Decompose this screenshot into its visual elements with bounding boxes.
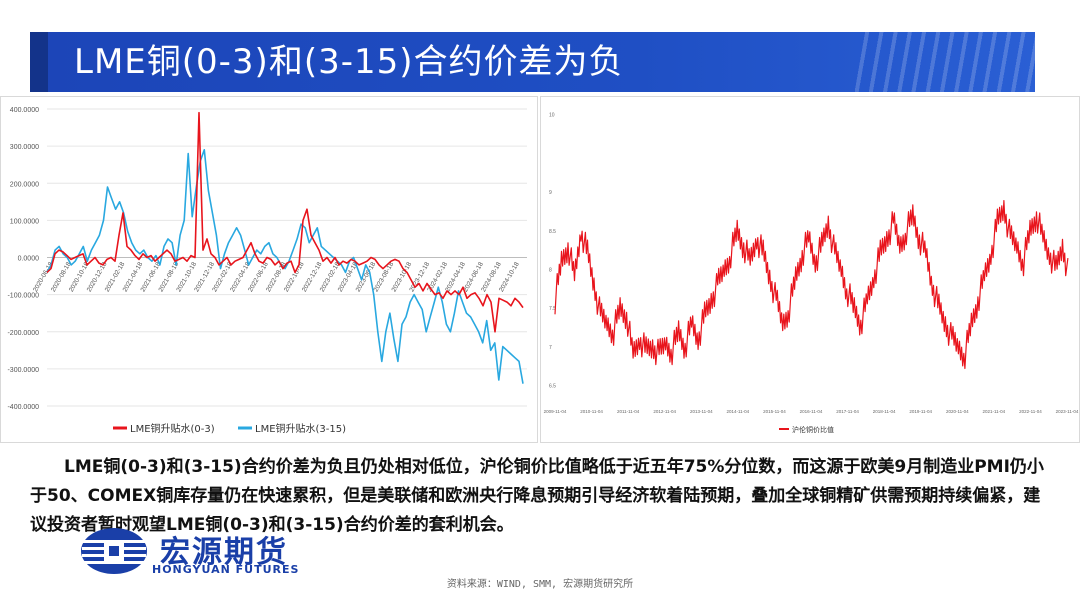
data-source: 资料来源：WIND, SMM, 宏源期货研究所 — [446, 579, 634, 590]
x-tick-label: 2016-11-04 — [800, 409, 823, 414]
y-tick-label: 7 — [549, 345, 552, 351]
y-tick-label: 400.0000 — [10, 107, 39, 114]
y-tick-label: 10 — [549, 113, 555, 119]
analysis-text: LME铜(0-3)和(3-15)合约价差为负且仍处相对低位，沪伦铜价比值略低于近… — [30, 457, 1044, 535]
x-tick-label: 2010-11-04 — [580, 409, 603, 414]
title-banner: LME铜(0-3)和(3-15)合约价差为负 — [30, 28, 1035, 96]
x-tick-label: 2018-11-04 — [873, 409, 896, 414]
x-tick-label: 2019-11-04 — [909, 409, 932, 414]
x-tick-label: 2015-11-04 — [763, 409, 786, 414]
y-tick-label: -300.0000 — [7, 367, 39, 374]
x-tick-label: 2023-11-04 — [1056, 409, 1079, 414]
y-tick-label: -200.0000 — [7, 330, 39, 337]
shfe-lme-ratio-chart: 10 9 8.5 8 7.5 7 6.5 2009-11-04 2010-11-04 2011-1… — [544, 113, 1079, 434]
x-tick-label: 2014-11-04 — [727, 409, 750, 414]
x-tick-label: 2022-11-04 — [1019, 409, 1042, 414]
series-line-0 — [46, 111, 524, 333]
title-background — [48, 32, 1035, 92]
logo-name-en: HONGYUAN FUTURES — [152, 563, 300, 576]
series-line-ratio — [554, 199, 1069, 370]
series-line-1 — [46, 148, 524, 384]
y-tick-label: 200.0000 — [10, 181, 39, 188]
lme-spread-chart: 400.0000 300.0000 200.0000 100.0000 0.0000 -1… — [7, 107, 527, 435]
logo-name-cn: 宏源期货 — [160, 535, 288, 570]
x-tick-label: 2017-11-04 — [836, 409, 859, 414]
y-tick-label: 300.0000 — [10, 144, 39, 151]
logo-icon — [81, 528, 147, 574]
company-logo: 宏源期货 HONGYUAN FUTURES — [80, 527, 310, 576]
x-tick-label: 2013-11-04 — [690, 409, 713, 414]
x-tick-label: 2021-11-04 — [983, 409, 1006, 414]
y-tick-label: 9 — [549, 190, 552, 196]
x-tick-label: 2012-11-04 — [653, 409, 676, 414]
y-tick-label: 8.5 — [549, 229, 556, 235]
shfe-lme-ratio-chart-panel: 10 9 8.5 8 7.5 7 6.5 2009-11-04 2010-11-04 2011-1… — [540, 96, 1080, 443]
y-tick-label: 100.0000 — [10, 218, 39, 225]
y-tick-label: 0.0000 — [18, 256, 40, 263]
y-tick-label: -400.0000 — [7, 404, 39, 411]
page-title: LME铜(0-3)和(3-15)合约价差为负 — [74, 42, 624, 82]
analysis-paragraph: LME铜(0-3)和(3-15)合约价差为负且仍处相对低位，沪伦铜价比值略低于近… — [30, 453, 1050, 540]
y-tick-label: 6.5 — [549, 384, 556, 390]
title-stripes — [855, 32, 1035, 92]
y-tick-label: 7.5 — [549, 306, 556, 312]
legend-label: LME铜升贴水(3-15) — [255, 422, 346, 435]
x-tick-label: 2009-11-04 — [544, 409, 567, 414]
lme-spread-chart-panel: 400.0000 300.0000 200.0000 100.0000 0.0000 -1… — [0, 96, 538, 443]
y-tick-label: -100.0000 — [7, 293, 39, 300]
y-tick-label: 8 — [549, 267, 552, 273]
title-accent — [30, 32, 48, 92]
legend-label: LME铜升贴水(0-3) — [130, 422, 215, 435]
x-tick-label: 2011-11-04 — [617, 409, 640, 414]
legend-label: 沪伦铜价比值 — [792, 425, 834, 434]
x-tick-label: 2020-11-04 — [946, 409, 969, 414]
